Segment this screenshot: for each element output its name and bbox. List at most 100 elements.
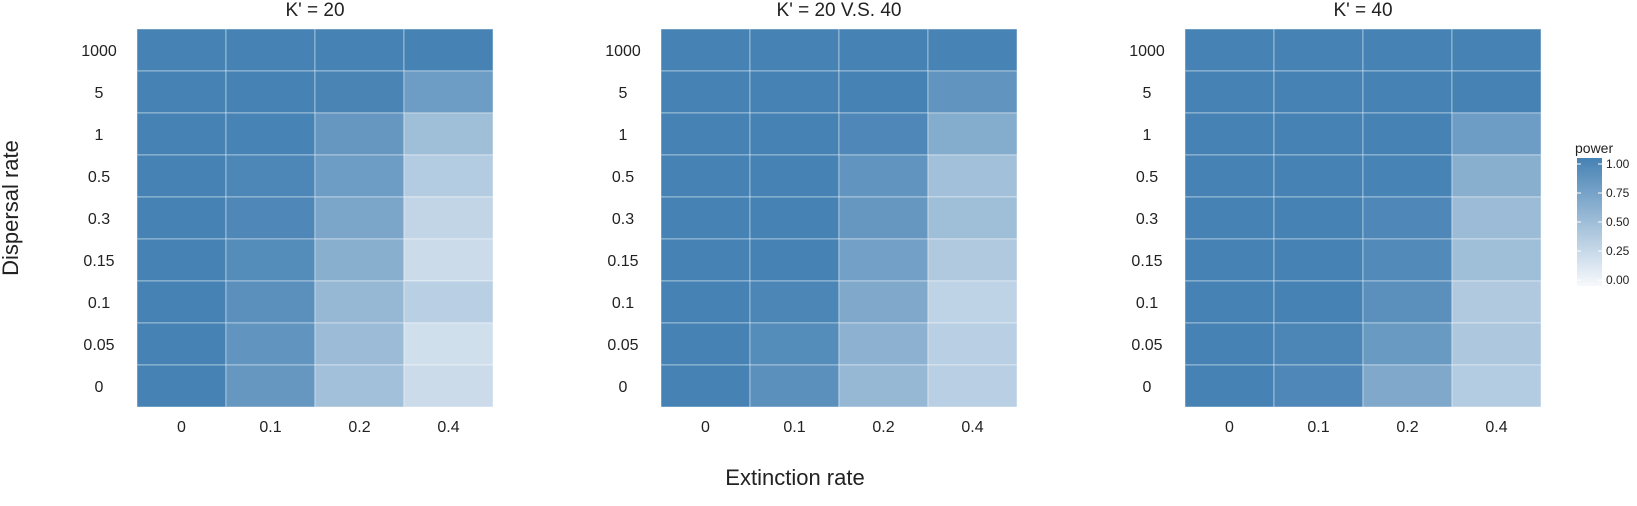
y-tick-label: 0	[95, 379, 104, 396]
heatmap-cell	[1451, 28, 1542, 72]
heatmap-cell	[136, 238, 227, 282]
heatmap-cell	[1184, 154, 1275, 198]
heatmap-cell	[1362, 322, 1453, 366]
heatmap-cell	[314, 238, 405, 282]
heatmap-cell	[1362, 154, 1453, 198]
heatmap-cell	[1184, 280, 1275, 324]
heatmap-cell	[225, 112, 316, 156]
x-tick-label: 0	[701, 419, 710, 436]
legend-ticks: 1.00 0.75 0.50 0.25 0.00	[1577, 157, 1630, 287]
heatmap-cell	[403, 364, 494, 408]
y-tick-label: 0.1	[612, 295, 634, 312]
heatmap-cell	[1184, 364, 1275, 408]
heatmap-cell	[749, 280, 840, 324]
heatmap-cell	[136, 322, 227, 366]
x-tick-label: 0.2	[872, 419, 894, 436]
heatmap-cell	[314, 28, 405, 72]
y-tick-label: 0.05	[83, 337, 114, 354]
heatmap-cell	[225, 154, 316, 198]
heatmap-cell	[1362, 70, 1453, 114]
heatmap-cell	[403, 154, 494, 198]
x-tick-label: 0.1	[783, 419, 805, 436]
heatmap-cell	[927, 322, 1018, 366]
y-tick-label: 0.3	[612, 211, 634, 228]
y-tick-label: 0.5	[88, 169, 110, 186]
heatmap-cell	[838, 280, 929, 324]
heatmap-cell	[403, 280, 494, 324]
heatmap-cell	[838, 112, 929, 156]
heatmap-cell	[838, 238, 929, 282]
heatmap-cell	[403, 70, 494, 114]
heatmap-cell	[136, 196, 227, 240]
heatmap-cell	[1451, 154, 1542, 198]
y-tick-label: 1	[619, 127, 628, 144]
legend-tick-label: 0.50	[1606, 215, 1630, 229]
heatmap-cell	[838, 70, 929, 114]
heatmap-cell	[1273, 70, 1364, 114]
heatmap-cell	[1451, 70, 1542, 114]
heatmap-cell	[660, 70, 751, 114]
heatmap-cell	[749, 28, 840, 72]
heatmap-cell	[749, 112, 840, 156]
heatmap-panel: K' = 20 1000 5 1 0.5 0.3 0.15 0.1 0.05 0 0 0.1 0.2 0.…	[81, 0, 494, 436]
heatmap-cell	[660, 154, 751, 198]
heatmap-cell	[225, 280, 316, 324]
y-tick-label: 1000	[605, 43, 641, 60]
heatmap-cell	[136, 280, 227, 324]
x-tick-label: 0.4	[437, 419, 459, 436]
x-tick-label: 0	[177, 419, 186, 436]
heatmap-cell	[1273, 364, 1364, 408]
heatmap-cell	[1451, 112, 1542, 156]
heatmap-cell	[927, 196, 1018, 240]
heatmap-cell	[749, 196, 840, 240]
heatmap-cell	[136, 28, 227, 72]
y-tick-label: 0.15	[83, 253, 114, 270]
y-tick-label: 0.1	[88, 295, 110, 312]
y-tick-label: 5	[619, 85, 628, 102]
heatmap-cell	[403, 238, 494, 282]
heatmap-cell	[660, 196, 751, 240]
y-tick-label: 1	[1143, 127, 1152, 144]
panel-title: K' = 20 V.S. 40	[777, 0, 902, 21]
heatmap-cell	[314, 364, 405, 408]
legend-title: power	[1575, 140, 1613, 156]
heatmap-cell	[1273, 238, 1364, 282]
heatmap-cell	[1273, 112, 1364, 156]
heatmap-cell	[927, 112, 1018, 156]
y-tick-label: 0	[1143, 379, 1152, 396]
heatmap-cell	[660, 280, 751, 324]
heatmap-cell	[660, 322, 751, 366]
heatmap-cell	[927, 28, 1018, 72]
y-tick-label: 1000	[81, 43, 117, 60]
y-tick-label: 5	[1143, 85, 1152, 102]
heatmap-cell	[660, 28, 751, 72]
heatmap-cell	[1451, 280, 1542, 324]
heatmap-cell	[225, 238, 316, 282]
heatmap-cell	[749, 154, 840, 198]
heatmap-cell	[225, 196, 316, 240]
heatmap-cell	[1362, 238, 1453, 282]
heatmap-cell	[749, 364, 840, 408]
x-tick-label: 0	[1225, 419, 1234, 436]
heatmap-cell	[403, 196, 494, 240]
heatmap-cell	[225, 28, 316, 72]
heatmap-cell	[1451, 238, 1542, 282]
y-tick-label: 1000	[1129, 43, 1165, 60]
heatmap-cell	[1362, 364, 1453, 408]
heatmap-cell	[838, 364, 929, 408]
heatmap-cell	[136, 364, 227, 408]
y-tick-label: 0.15	[607, 253, 638, 270]
heatmap-cell	[136, 70, 227, 114]
heatmap-cell	[225, 322, 316, 366]
y-tick-label: 1	[95, 127, 104, 144]
x-tick-label: 0.4	[1485, 419, 1507, 436]
heatmap-cell	[1451, 196, 1542, 240]
heatmap-cell	[136, 154, 227, 198]
heatmap-cell	[660, 364, 751, 408]
legend-tick-label: 0.75	[1606, 186, 1630, 200]
heatmap-panel: K' = 20 V.S. 40 1000 5 1 0.5 0.3 0.15 0.1 0.05 0 0…	[605, 0, 1018, 436]
heatmap-cell	[749, 322, 840, 366]
heatmap-cell	[749, 238, 840, 282]
heatmap-panel: K' = 40 1000 5 1 0.5 0.3 0.15 0.1 0.05 0 0 0.1 0.2 0.…	[1129, 0, 1542, 436]
heatmap-cell	[403, 322, 494, 366]
